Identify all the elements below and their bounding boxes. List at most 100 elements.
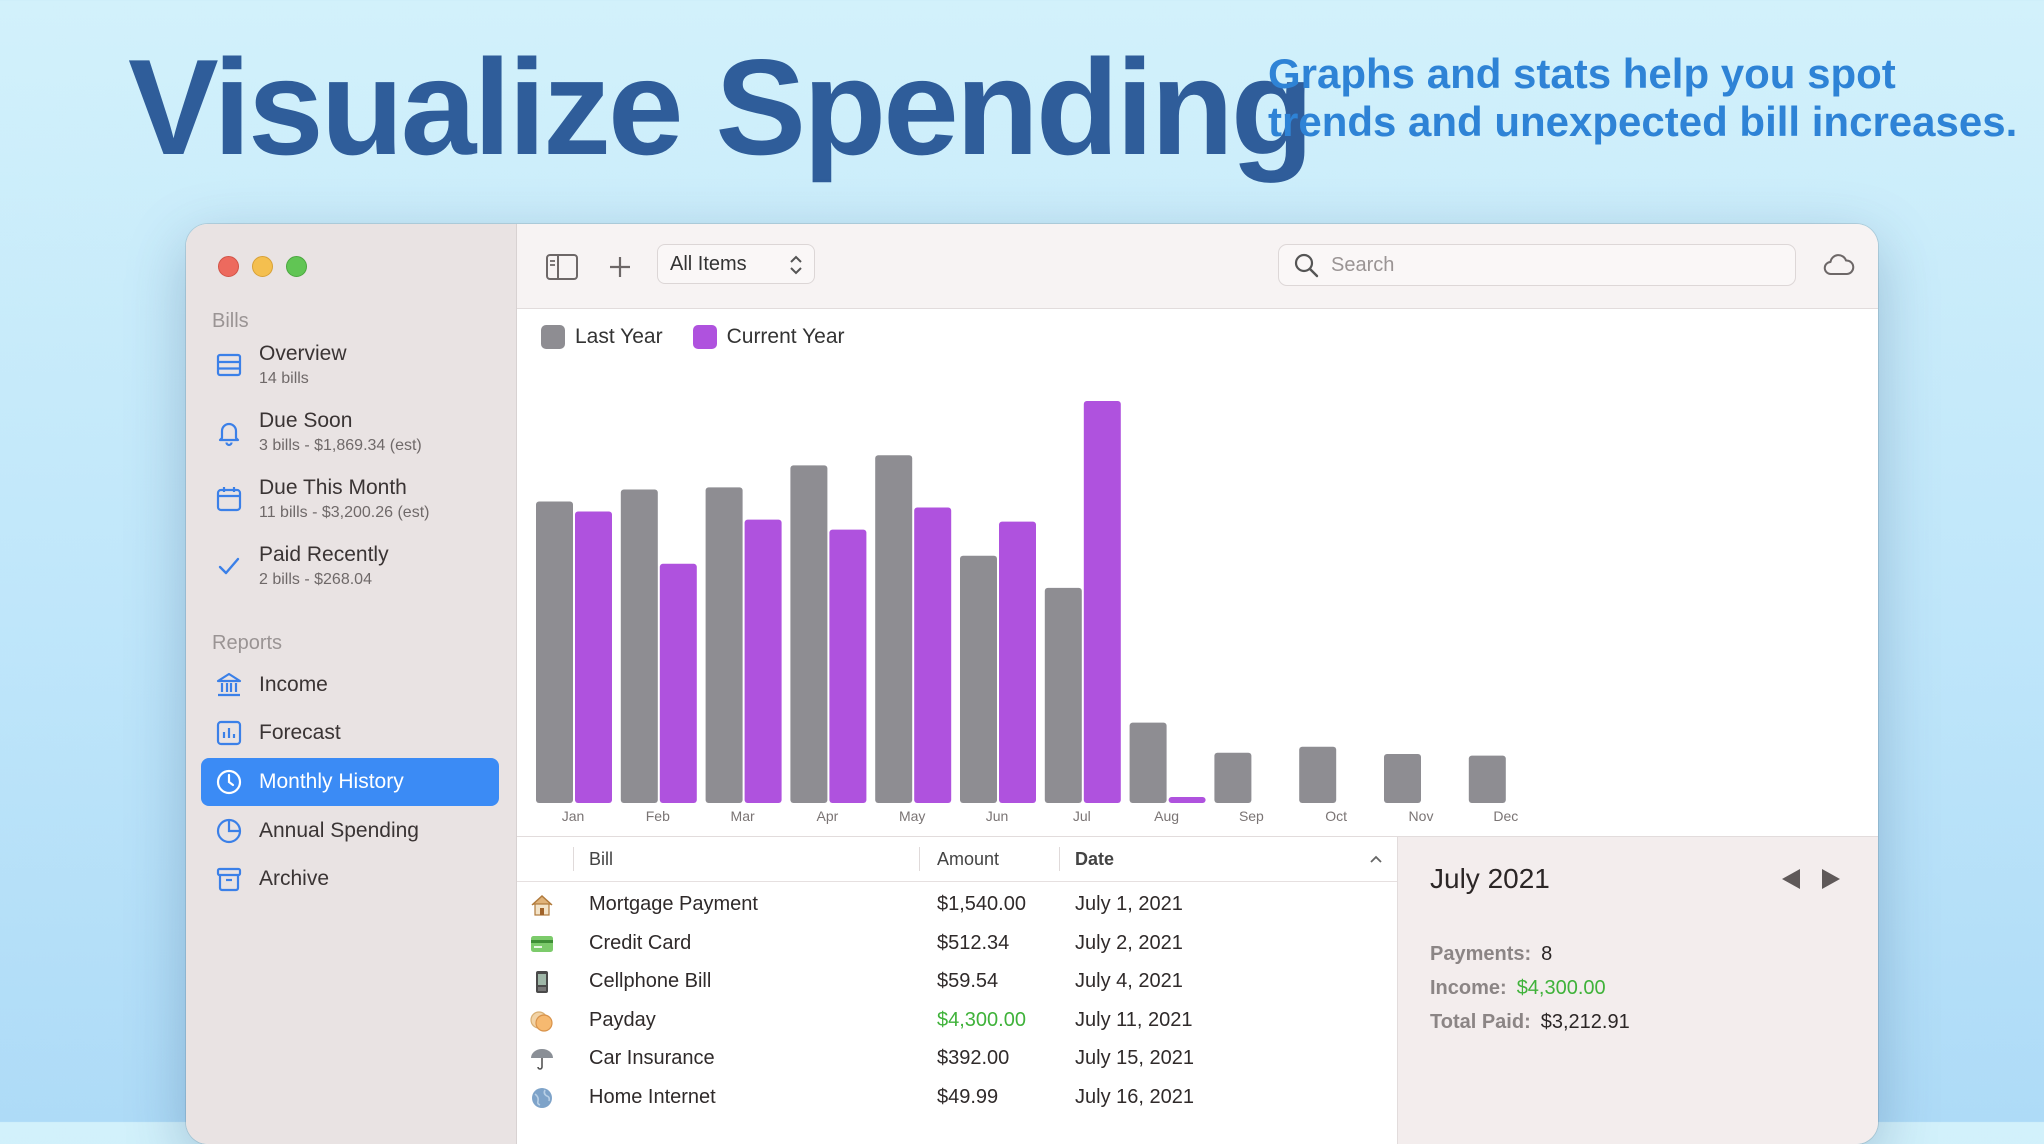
archive-box-icon — [213, 863, 245, 895]
stat-value: 8 — [1541, 943, 1553, 965]
sync-button[interactable] — [1822, 250, 1856, 285]
table-row[interactable]: Car Insurance $392.00 July 15, 2021 — [517, 1039, 1397, 1077]
x-tick-label: May — [899, 808, 925, 824]
bar-chart-icon — [213, 717, 245, 749]
bar-mar-last-year[interactable] — [705, 487, 743, 803]
legend-item-current-year[interactable]: Current Year — [692, 325, 845, 349]
x-tick-label: Nov — [1409, 808, 1434, 824]
sidebar-item-label: Due Soon — [259, 409, 353, 432]
pie-icon — [213, 815, 245, 847]
sidebar-item-annual-spending[interactable]: Annual Spending — [201, 808, 499, 854]
bill-date: July 15, 2021 — [1075, 1047, 1194, 1070]
stat-value: $4,300.00 — [1516, 977, 1606, 999]
legend-label: Last Year — [575, 325, 663, 348]
bill-amount: $49.99 — [937, 1086, 999, 1108]
umbrella-icon — [529, 1046, 555, 1072]
stat-income: Income: $4,300.00 — [1430, 977, 1606, 1000]
cloud-icon — [1823, 254, 1855, 275]
sidebar: Bills Overview 14 bills Due Soon 3 bills -… — [186, 224, 517, 1144]
month-detail-panel: July 2021 Payments: 8 Income: $4,300.00 To… — [1398, 837, 1878, 1144]
table-row[interactable]: Home Internet $49.99 July 16, 2021 — [517, 1078, 1397, 1116]
previous-month-button[interactable] — [1778, 867, 1804, 891]
bar-aug-current-year[interactable] — [1168, 796, 1206, 803]
headline: Visualize Spending — [128, 31, 1314, 183]
toggle-sidebar-button[interactable] — [545, 250, 579, 284]
legend-item-last-year[interactable]: Last Year — [541, 325, 663, 349]
bill-name: Cellphone Bill — [589, 970, 712, 993]
bar-jun-current-year[interactable] — [999, 521, 1036, 803]
column-header-date[interactable]: Date — [1075, 849, 1115, 869]
sidebar-item-overview[interactable]: Overview 14 bills — [201, 336, 499, 394]
minimize-window-button[interactable] — [252, 256, 273, 277]
legend-swatch — [541, 325, 565, 349]
checkmark-icon — [213, 550, 245, 582]
filter-popup[interactable]: All Items — [657, 244, 815, 284]
bar-chart: Jan Feb Mar Apr May Jun Jul Aug Sep Oct Nov Dec — [536, 401, 1518, 824]
chart-legend: Last Year Current Year — [541, 325, 845, 349]
bar-may-current-year[interactable] — [914, 507, 952, 803]
house-icon — [529, 892, 555, 918]
table-row[interactable]: Credit Card $512.34 July 2, 2021 — [517, 924, 1397, 962]
bar-nov-last-year[interactable] — [1384, 753, 1421, 803]
list-icon — [213, 349, 245, 381]
table-row[interactable]: Mortgage Payment $1,540.00 July 1, 2021 — [517, 885, 1397, 923]
sidebar-item-income[interactable]: Income — [201, 662, 499, 708]
bar-jan-current-year[interactable] — [575, 511, 612, 803]
table-row[interactable]: Payday $4,300.00 July 11, 2021 — [517, 1001, 1397, 1039]
next-month-button[interactable] — [1818, 867, 1844, 891]
bar-apr-current-year[interactable] — [829, 529, 867, 803]
app-window: Bills Overview 14 bills Due Soon 3 bills -… — [186, 224, 1878, 1144]
sidebar-item-forecast[interactable]: Forecast — [201, 710, 499, 756]
sidebar-item-archive[interactable]: Archive — [201, 856, 499, 902]
x-tick-label: Mar — [731, 808, 755, 824]
filter-popup-value: All Items — [670, 252, 747, 275]
bar-oct-last-year[interactable] — [1299, 746, 1337, 803]
sidebar-item-paid-recently[interactable]: Paid Recently 2 bills - $268.04 — [201, 537, 499, 595]
stat-label: Income: — [1430, 977, 1507, 999]
bar-aug-last-year[interactable] — [1129, 722, 1167, 803]
x-tick-label: Jun — [986, 808, 1009, 824]
bar-feb-last-year[interactable] — [620, 489, 658, 803]
stat-label: Payments: — [1430, 943, 1532, 965]
credit-card-icon — [529, 931, 555, 957]
table-row[interactable]: Cellphone Bill $59.54 July 4, 2021 — [517, 962, 1397, 1000]
bill-date: July 11, 2021 — [1075, 1008, 1193, 1031]
column-header-bill[interactable]: Bill — [589, 849, 614, 869]
bell-icon — [213, 416, 245, 448]
close-window-button[interactable] — [218, 256, 239, 277]
bar-may-last-year[interactable] — [875, 455, 913, 803]
stat-total-paid: Total Paid: $3,212.91 — [1430, 1011, 1630, 1034]
bar-mar-current-year[interactable] — [744, 519, 782, 803]
add-bill-button[interactable] — [603, 250, 637, 284]
zoom-window-button[interactable] — [286, 256, 307, 277]
bar-jun-last-year[interactable] — [960, 555, 997, 803]
sidebar-item-label: Archive — [259, 867, 330, 890]
bar-jul-current-year[interactable] — [1083, 401, 1121, 803]
stat-payments: Payments: 8 — [1430, 943, 1552, 966]
clock-icon — [213, 766, 245, 798]
search-field[interactable] — [1278, 244, 1796, 286]
bar-dec-last-year[interactable] — [1468, 755, 1506, 803]
bill-date: July 1, 2021 — [1075, 893, 1183, 915]
bar-jan-last-year[interactable] — [536, 501, 573, 804]
search-input[interactable] — [1329, 252, 1773, 278]
bar-sep-last-year[interactable] — [1214, 752, 1252, 803]
search-icon — [1294, 253, 1319, 278]
month-title: July 2021 — [1430, 863, 1550, 894]
bar-feb-current-year[interactable] — [659, 563, 697, 803]
bill-amount: $4,300.00 — [937, 1008, 1026, 1031]
phone-icon — [529, 969, 555, 995]
bill-date: July 4, 2021 — [1075, 970, 1183, 993]
sidebar-item-due-this-month[interactable]: Due This Month 11 bills - $3,200.26 (est) — [201, 470, 499, 528]
sidebar-item-label: Due This Month — [259, 476, 407, 499]
bar-jul-last-year[interactable] — [1044, 587, 1082, 803]
column-header-amount[interactable]: Amount — [937, 849, 1000, 869]
x-tick-label: Dec — [1493, 808, 1518, 824]
sidebar-item-due-soon[interactable]: Due Soon 3 bills - $1,869.34 (est) — [201, 403, 499, 461]
plus-icon — [610, 257, 630, 277]
stat-value: $3,212.91 — [1540, 1011, 1630, 1033]
bills-table: Bill Amount Date Mortgage Payment $1,540.… — [517, 837, 1398, 1144]
bar-apr-last-year[interactable] — [790, 465, 828, 803]
legend-swatch — [692, 325, 717, 349]
sidebar-item-monthly-history[interactable]: Monthly History — [201, 758, 499, 806]
